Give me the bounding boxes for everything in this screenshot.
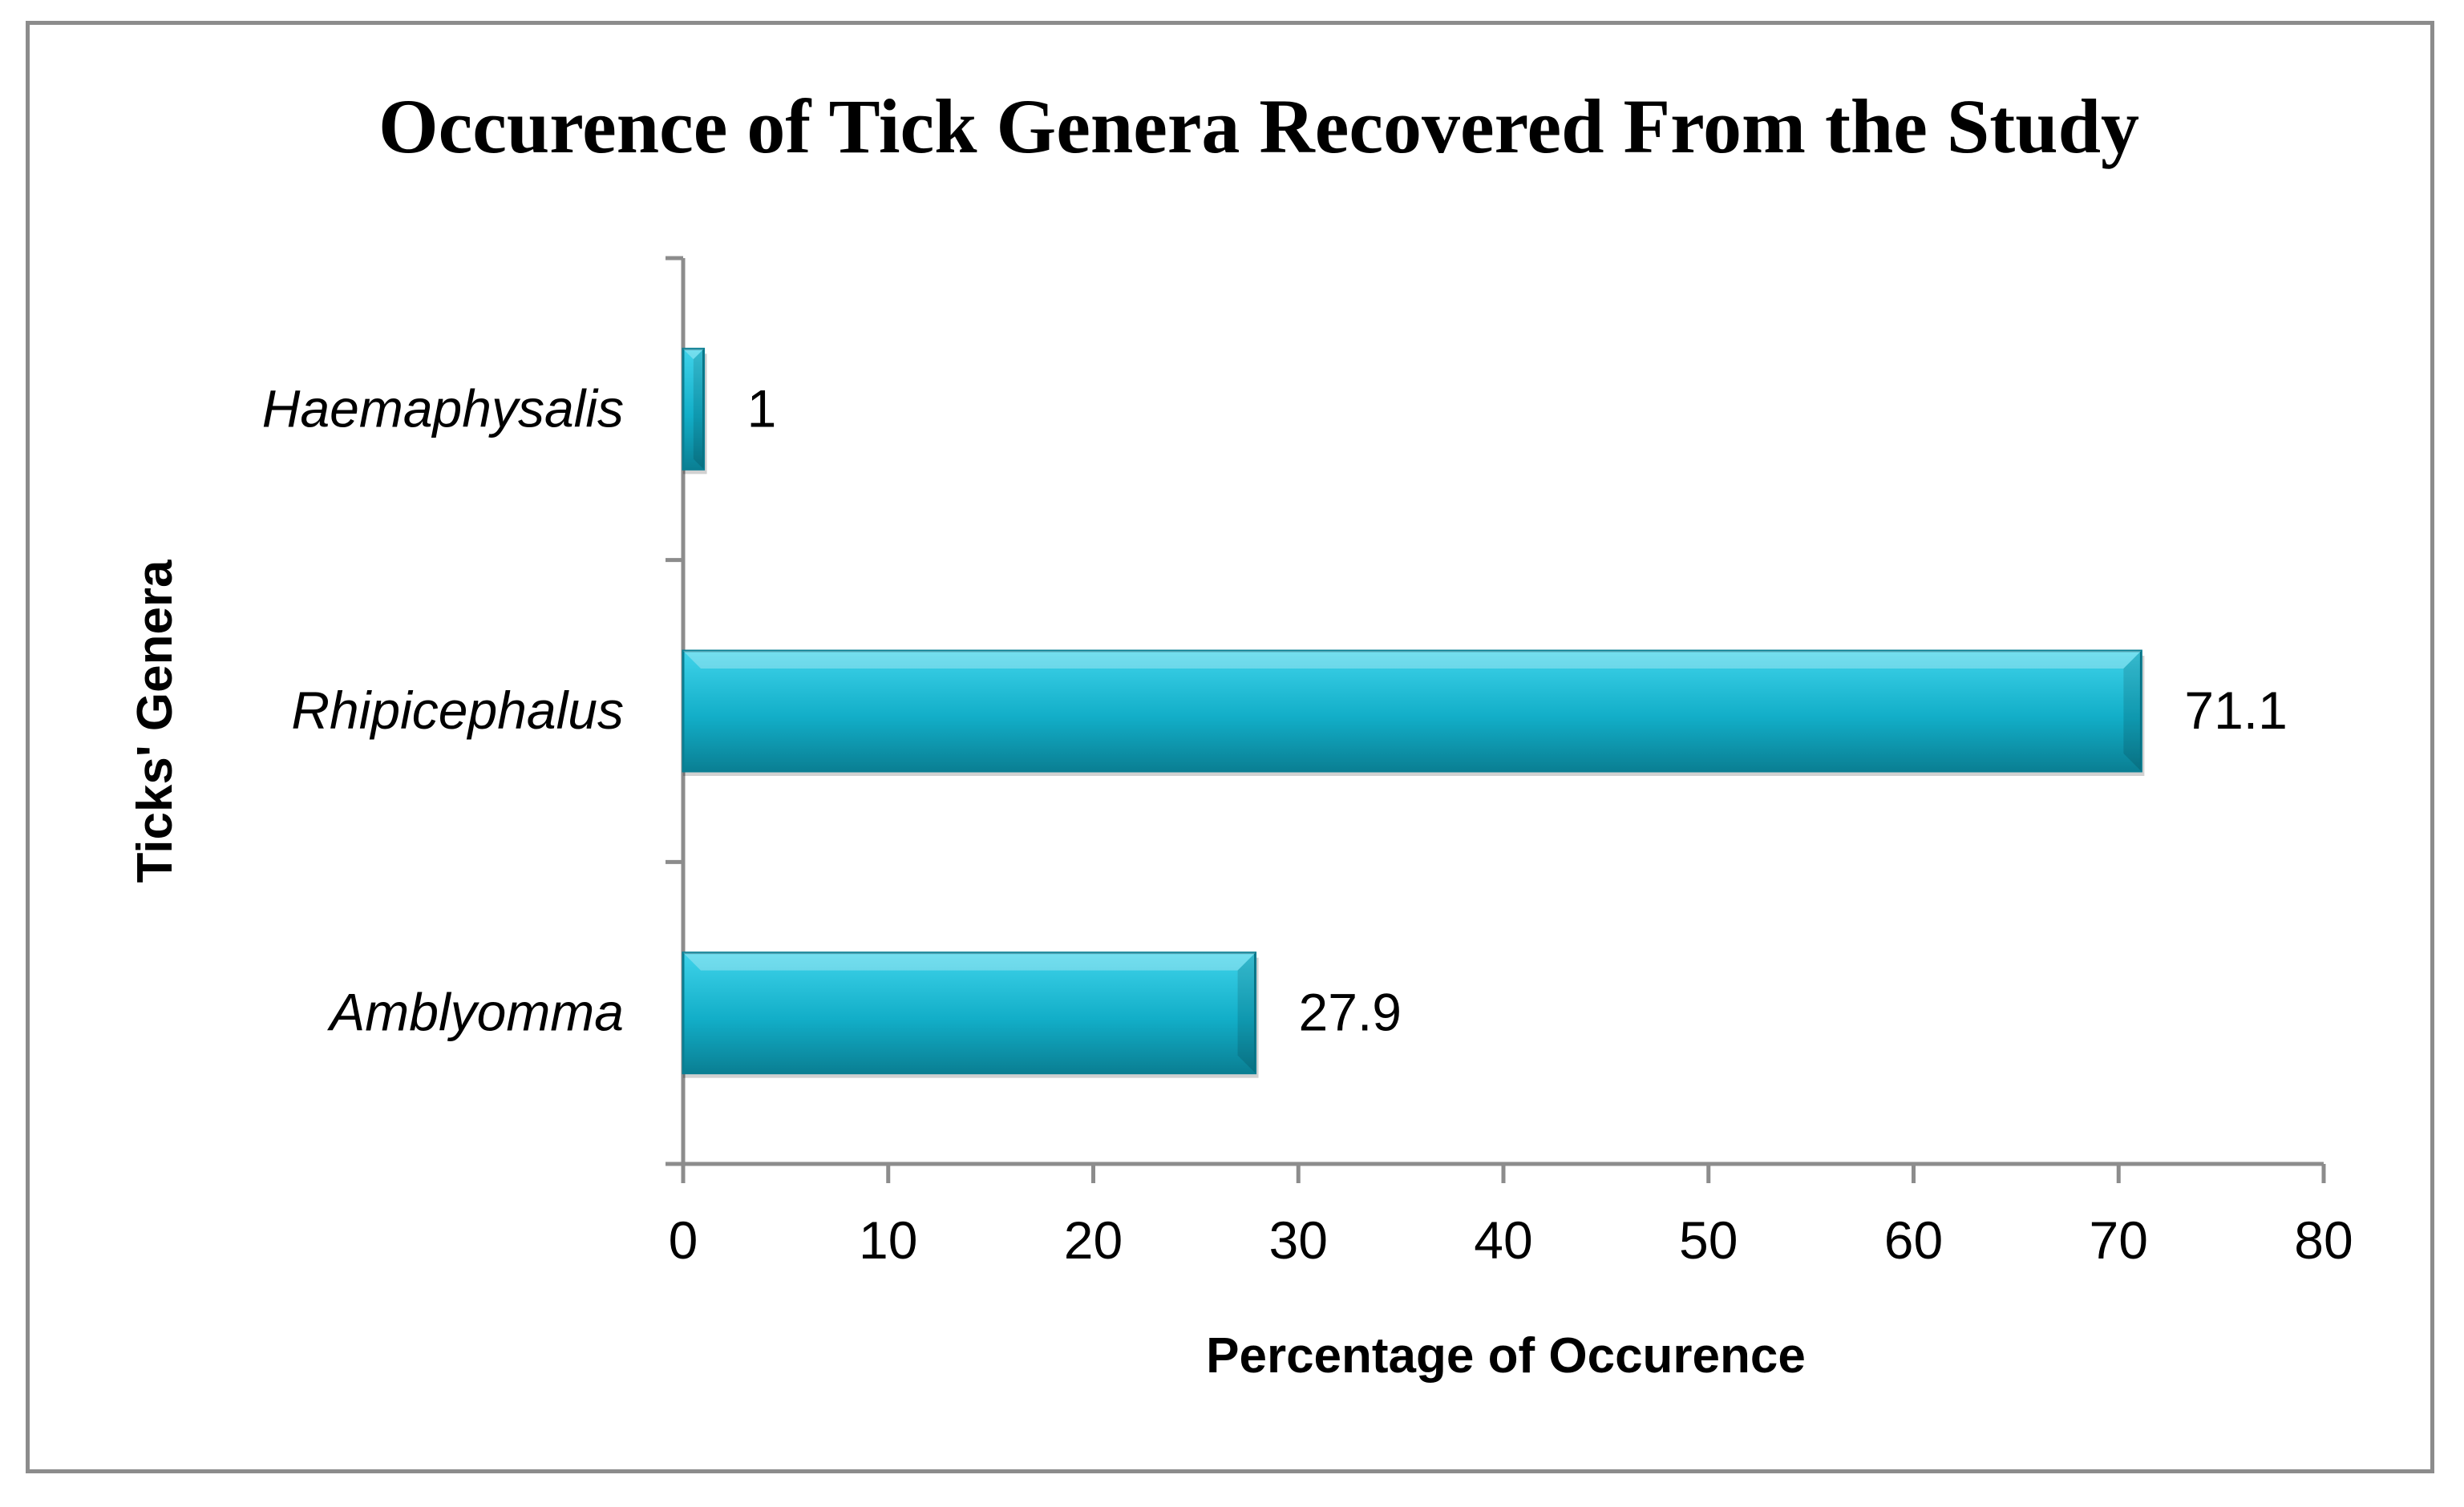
bar-haemaphysalis (682, 347, 707, 475)
x-tick-label: 80 (2294, 1210, 2353, 1270)
data-labels: 27.9 71.1 1 (747, 378, 2288, 1041)
x-axis-title: Percentage of Occurence (1206, 1328, 1806, 1384)
category-label: Haemaphysalis (262, 378, 624, 438)
x-tick-label: 40 (1474, 1210, 1532, 1270)
x-axis-tick-labels: 0 10 20 30 40 50 60 70 80 (669, 1210, 2353, 1270)
bar-bevel-top (683, 651, 2142, 669)
x-tick-label: 10 (859, 1210, 917, 1270)
x-tick-label: 20 (1064, 1210, 1123, 1270)
x-axis-ticks (681, 1164, 2326, 1183)
x-tick-label: 60 (1884, 1210, 1943, 1270)
data-label: 27.9 (1299, 983, 1402, 1042)
bar-bevel-right (1237, 952, 1256, 1073)
bar (682, 649, 2142, 773)
bar (682, 347, 706, 471)
chart-title: Occurence of Tick Genera Recovered From … (378, 83, 2139, 169)
bar (682, 951, 1257, 1075)
bar-amblyomma (682, 951, 1259, 1078)
bar-bevel-right (693, 349, 704, 470)
x-tick-label: 50 (1679, 1210, 1738, 1270)
data-label: 1 (747, 378, 777, 438)
x-tick-label: 30 (1269, 1210, 1328, 1270)
category-labels: Amblyomma Rhipicephalus Haemaphysalis (262, 378, 624, 1041)
bar-bevel-top (683, 952, 1256, 971)
x-tick-label: 70 (2090, 1210, 2148, 1270)
y-axis-ticks (666, 256, 683, 1166)
y-axis-title: Ticks' Genera (127, 560, 183, 883)
bar-bevel-top (683, 349, 704, 360)
bars (682, 347, 2145, 1078)
category-label: Rhipicephalus (291, 681, 624, 740)
category-label: Amblyomma (326, 983, 624, 1042)
bar-rhipicephalus (682, 649, 2145, 776)
data-label: 71.1 (2184, 681, 2287, 740)
x-tick-label: 0 (669, 1210, 698, 1270)
bar-bevel-right (2123, 651, 2142, 771)
